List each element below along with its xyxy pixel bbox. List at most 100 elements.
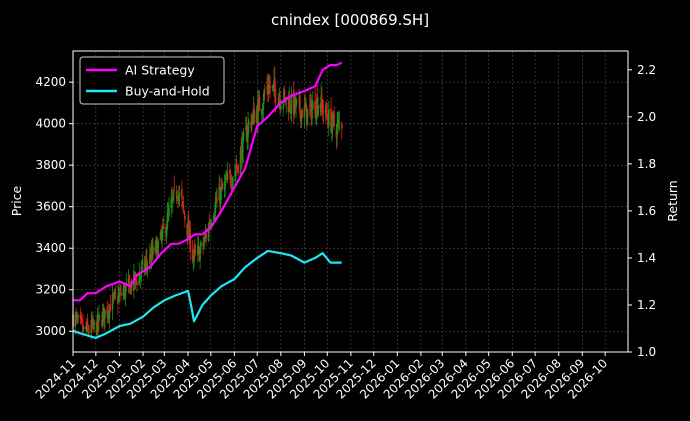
candle-body <box>177 199 179 201</box>
candle-body <box>308 105 311 107</box>
candle-body <box>197 245 199 255</box>
price-tick-label: 4000 <box>35 117 66 131</box>
candle-body <box>311 107 313 119</box>
return-series <box>72 61 343 339</box>
candle-body <box>170 199 173 209</box>
candle-body <box>219 189 222 205</box>
candle-body <box>213 213 216 218</box>
candle-body <box>326 114 329 120</box>
candle-body <box>104 309 106 319</box>
candle-body <box>221 183 224 190</box>
candle-body <box>247 123 249 137</box>
candle-body <box>207 224 210 241</box>
candle-body <box>81 321 83 323</box>
candle-body <box>246 134 249 142</box>
candle-body <box>273 77 276 91</box>
candle-body <box>223 182 226 190</box>
candle-body <box>269 86 271 89</box>
candle-body <box>216 198 218 201</box>
candle-body <box>75 314 77 316</box>
candle-body <box>106 306 109 316</box>
candle-body <box>336 123 338 136</box>
candle-body <box>118 292 121 297</box>
candle-body <box>74 315 77 327</box>
return-axis-ticks: 1.0 1.2 1.4 1.6 1.8 2.0 2.2 <box>628 63 656 359</box>
candle-body <box>333 114 335 127</box>
candle-body <box>173 186 176 188</box>
price-axis-ticks: 3000 3200 3400 3600 3800 4000 4200 <box>35 75 73 338</box>
candle-body <box>162 223 165 228</box>
candle-body <box>231 183 233 188</box>
candle-body <box>248 120 250 122</box>
candle-body <box>191 249 194 260</box>
candle-body <box>76 315 78 318</box>
candle-body <box>278 97 281 99</box>
candle-body <box>189 229 192 253</box>
candle-body <box>82 326 85 330</box>
candle-body <box>257 101 259 126</box>
candle-body <box>232 177 234 186</box>
legend-label-ai-strategy: AI Strategy <box>125 63 195 78</box>
candle-body <box>280 105 282 110</box>
candle-body <box>316 96 319 114</box>
candle-body <box>85 322 88 333</box>
candle-body <box>113 292 115 297</box>
candle-body <box>203 242 205 248</box>
candle-body <box>172 189 175 201</box>
candle-body <box>277 97 280 106</box>
candle-body <box>136 281 138 285</box>
return-tick-label: 2.2 <box>637 63 656 77</box>
candle-body <box>205 233 208 239</box>
price-tick-label: 3800 <box>35 158 66 172</box>
return-tick-label: 1.4 <box>637 251 656 265</box>
candle-body <box>199 249 201 260</box>
candle-body <box>332 111 335 117</box>
candle-body <box>80 315 83 320</box>
candle-body <box>155 240 157 250</box>
candle-body <box>226 173 229 180</box>
candle-body <box>166 212 169 230</box>
candle-body <box>235 169 237 171</box>
candle-body <box>289 100 291 110</box>
candle-body <box>331 112 334 128</box>
candle-body <box>109 304 112 312</box>
candle-body <box>322 110 325 112</box>
candle-body <box>214 201 217 214</box>
candle-body <box>253 108 255 125</box>
candle-body <box>127 277 130 287</box>
candle-body <box>264 91 266 93</box>
candle-body <box>182 202 185 209</box>
candle-body <box>315 115 317 119</box>
candle-body <box>178 192 181 196</box>
candle-body <box>224 181 227 186</box>
candle-body <box>128 274 131 282</box>
series-line-ai-strategy <box>73 61 343 302</box>
candle-body <box>303 105 306 118</box>
candle-body <box>299 95 301 112</box>
y2-axis-label: Return <box>665 180 680 221</box>
candle-body <box>194 247 196 251</box>
candle-body <box>161 231 163 240</box>
candle-body <box>239 150 242 176</box>
candle-body <box>234 170 236 177</box>
candle-body <box>117 293 120 301</box>
candle-body <box>229 170 231 173</box>
candle-body <box>321 103 324 115</box>
candle-body <box>88 331 90 333</box>
price-tick-label: 3000 <box>35 324 66 338</box>
return-tick-label: 1.0 <box>637 345 656 359</box>
candle-body <box>155 239 158 243</box>
candle-body <box>77 315 80 317</box>
candle-body <box>184 215 186 221</box>
candle-body <box>146 265 149 268</box>
candle-body <box>337 120 339 125</box>
candle-body <box>331 123 333 134</box>
candle-body <box>157 240 160 254</box>
candle-body <box>312 102 314 110</box>
candle-body <box>296 99 298 101</box>
y-axis-label: Price <box>9 185 24 216</box>
price-tick-label: 4200 <box>35 75 66 89</box>
candle-body <box>144 264 147 269</box>
candle-body <box>314 100 316 116</box>
